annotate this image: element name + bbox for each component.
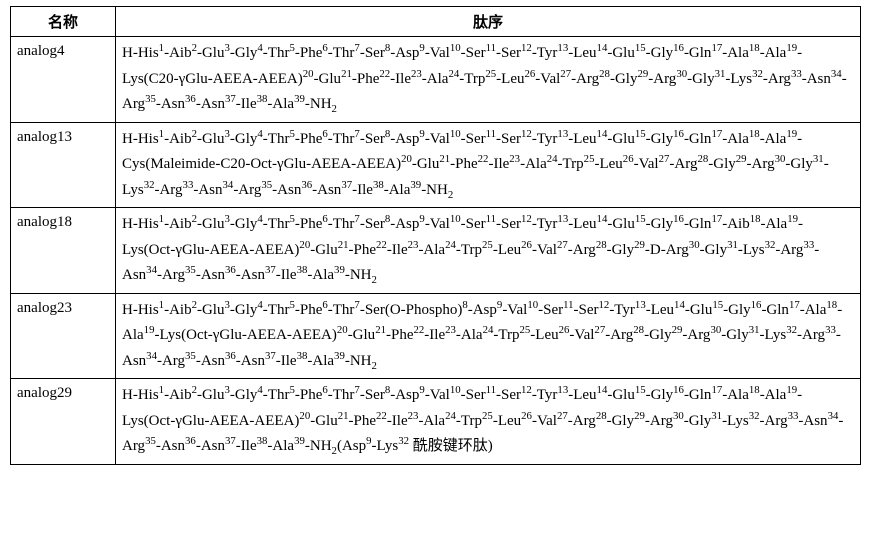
page-root: 名称 肽序 analog4 H-His1-Aib2-Glu3-Gly4-Thr5… (0, 0, 870, 471)
cell-sequence: H-His1-Aib2-Glu3-Gly4-Thr5-Phe6-Thr7-Ser… (116, 293, 861, 379)
cell-sequence: H-His1-Aib2-Glu3-Gly4-Thr5-Phe6-Thr7-Ser… (116, 379, 861, 465)
table-row: analog23 H-His1-Aib2-Glu3-Gly4-Thr5-Phe6… (11, 293, 861, 379)
table-row: analog13 H-His1-Aib2-Glu3-Gly4-Thr5-Phe6… (11, 122, 861, 208)
col-header-name: 名称 (11, 7, 116, 37)
cell-sequence: H-His1-Aib2-Glu3-Gly4-Thr5-Phe6-Thr7-Ser… (116, 208, 861, 294)
table-row: analog4 H-His1-Aib2-Glu3-Gly4-Thr5-Phe6-… (11, 37, 861, 123)
table-head: 名称 肽序 (11, 7, 861, 37)
col-header-sequence: 肽序 (116, 7, 861, 37)
cell-sequence: H-His1-Aib2-Glu3-Gly4-Thr5-Phe6-Thr7-Ser… (116, 37, 861, 123)
table-body: analog4 H-His1-Aib2-Glu3-Gly4-Thr5-Phe6-… (11, 37, 861, 465)
cell-name: analog13 (11, 122, 116, 208)
table-row: analog29 H-His1-Aib2-Glu3-Gly4-Thr5-Phe6… (11, 379, 861, 465)
cell-name: analog23 (11, 293, 116, 379)
cell-name: analog4 (11, 37, 116, 123)
cell-sequence: H-His1-Aib2-Glu3-Gly4-Thr5-Phe6-Thr7-Ser… (116, 122, 861, 208)
cell-name: analog29 (11, 379, 116, 465)
peptide-table: 名称 肽序 analog4 H-His1-Aib2-Glu3-Gly4-Thr5… (10, 6, 861, 465)
table-header-row: 名称 肽序 (11, 7, 861, 37)
table-row: analog18 H-His1-Aib2-Glu3-Gly4-Thr5-Phe6… (11, 208, 861, 294)
cell-name: analog18 (11, 208, 116, 294)
